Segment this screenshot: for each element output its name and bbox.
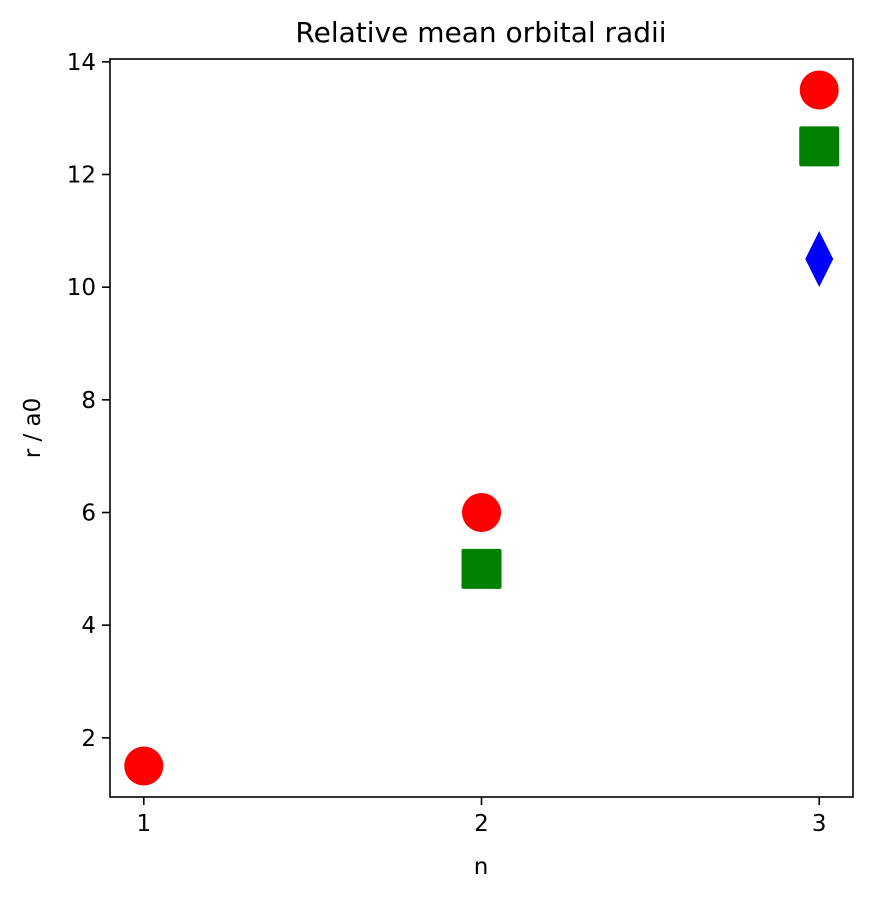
y-tick-label: 10: [67, 275, 96, 301]
data-point-circle: [124, 746, 164, 786]
y-tick-label: 2: [81, 726, 96, 752]
y-tick-label: 4: [81, 613, 96, 639]
y-axis-label: r / a0: [20, 398, 46, 459]
data-point-circle: [462, 493, 501, 533]
y-tick-label: 14: [67, 50, 96, 76]
data-point-square: [461, 548, 502, 589]
x-tick-label: 3: [812, 811, 827, 837]
plot-frame: [109, 58, 854, 798]
y-tick-label: 6: [81, 501, 96, 527]
chart-title: Relative mean orbital radii: [295, 16, 666, 49]
x-axis-label: n: [474, 854, 489, 880]
data-point-circle: [799, 70, 839, 110]
data-points: [124, 70, 840, 786]
x-tick-label: 2: [474, 811, 489, 837]
data-point-diamond: [805, 230, 834, 287]
data-point-square: [799, 126, 840, 167]
y-axis-ticks: 2 4 6 8 10 12 14: [67, 50, 110, 752]
x-tick-label: 1: [136, 811, 151, 837]
x-axis-ticks: 1 2 3: [136, 797, 827, 837]
y-tick-label: 8: [81, 388, 96, 414]
y-tick-label: 12: [67, 162, 96, 188]
